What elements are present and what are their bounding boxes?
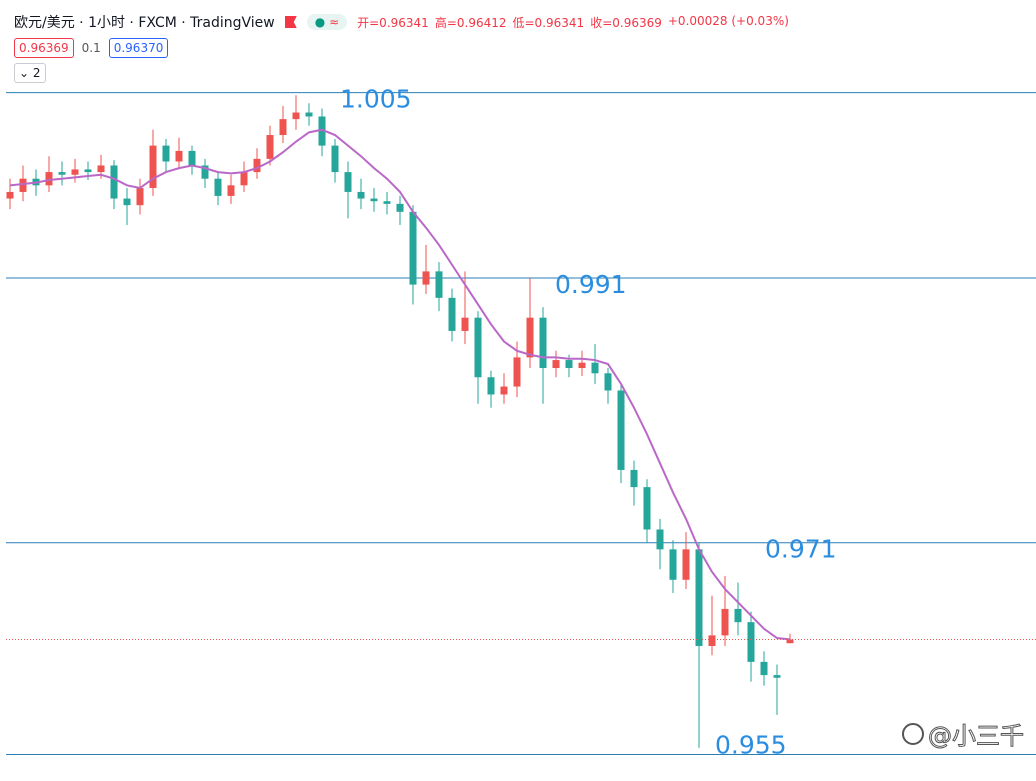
- watermark-text: @小三千: [928, 722, 1025, 751]
- candle-body: [214, 178, 222, 196]
- candle-body: [552, 360, 560, 368]
- candle-body: [383, 201, 391, 204]
- candle-body: [487, 377, 495, 395]
- spread: 0.1: [81, 41, 101, 55]
- candle-body: [71, 169, 79, 175]
- candle-body: [188, 150, 196, 166]
- candle-body: [240, 172, 248, 186]
- candle-body: [643, 487, 651, 530]
- candle-body: [721, 608, 729, 636]
- candle-body: [97, 165, 105, 173]
- candle-body: [786, 639, 794, 644]
- candle-body: [578, 362, 586, 368]
- candle-body: [175, 150, 183, 162]
- candle-body: [604, 373, 612, 391]
- candle-body: [292, 112, 300, 120]
- level-label: 1.005: [340, 85, 412, 114]
- candle-body: [396, 203, 404, 212]
- candle-body: [305, 112, 313, 117]
- candle-body: [591, 362, 599, 374]
- legend-row: 欧元/美元 · 1小时 · FXCM · TradingView ● ≈ 开=0…: [14, 12, 789, 32]
- indicator-pill[interactable]: ● ≈: [306, 14, 348, 30]
- candle-body: [669, 549, 677, 580]
- buy-button[interactable]: 0.96370: [108, 38, 169, 58]
- trade-row: 0.96369 0.1 0.96370: [14, 38, 169, 58]
- candle-body: [513, 357, 521, 387]
- candle-body: [318, 116, 326, 146]
- ohlc: 开=0.96341 高=0.96412 低=0.96341 收=0.96369 …: [357, 14, 789, 31]
- candle-body: [357, 191, 365, 199]
- sell-button[interactable]: 0.96369: [14, 38, 74, 58]
- candle-body: [84, 169, 92, 173]
- candle-body: [500, 386, 508, 395]
- candle-body: [760, 661, 768, 676]
- candle-body: [409, 211, 417, 285]
- candle-body: [565, 360, 573, 368]
- collapsed-count: 2: [32, 66, 41, 80]
- candle-body: [747, 622, 755, 662]
- level-label: 0.971: [765, 535, 837, 564]
- candle-body: [474, 317, 482, 378]
- candle-body: [110, 165, 118, 199]
- candle-body: [656, 529, 664, 550]
- candle-body: [19, 178, 27, 192]
- ohlc-item: 收=0.96369: [590, 15, 662, 30]
- collapse-button[interactable]: ⌄ 2: [14, 63, 46, 83]
- candle-body: [526, 317, 534, 358]
- level-label: 0.955: [715, 731, 787, 760]
- candle-body: [45, 172, 53, 186]
- candle-body: [435, 271, 443, 298]
- candle-body: [539, 317, 547, 368]
- candle-body: [630, 469, 638, 488]
- candle-body: [227, 185, 235, 196]
- symbol-title: 欧元/美元 · 1小时 · FXCM · TradingView: [14, 15, 275, 31]
- candle-body: [162, 145, 170, 162]
- ohlc-item: 高=0.96412: [434, 15, 507, 30]
- candle-body: [461, 317, 469, 331]
- moving-average: [9, 128, 791, 641]
- candle-body: [682, 549, 690, 580]
- candle-body: [773, 675, 781, 678]
- watermark-logo: [902, 722, 924, 745]
- candle-body: [734, 608, 742, 623]
- collapse-row: ⌄ 2: [14, 63, 46, 83]
- candle-body: [266, 135, 274, 159]
- ohlc-item: 开=0.96341: [357, 15, 429, 30]
- candle-body: [331, 145, 339, 173]
- candle-body: [448, 297, 456, 331]
- candle-body: [617, 390, 625, 470]
- candle-body: [279, 119, 287, 136]
- indicator: ≈: [329, 15, 340, 29]
- candle-body: [344, 172, 352, 192]
- candle-body: [136, 187, 144, 206]
- candle-body: [708, 635, 716, 646]
- ohlc-item: +0.00028 (+0.03%): [667, 13, 789, 28]
- candle-body: [123, 198, 131, 206]
- level-label: 0.991: [555, 270, 627, 299]
- ohlc-item: 低=0.96341: [512, 15, 585, 30]
- candle-body: [422, 271, 430, 285]
- flag-icon[interactable]: [284, 16, 297, 28]
- candle-body: [149, 145, 157, 188]
- watermark: @小三千: [902, 716, 1025, 751]
- candle-body: [58, 172, 66, 175]
- candle-body: [201, 165, 209, 179]
- candle-body: [695, 549, 703, 646]
- candle-body: [6, 191, 14, 199]
- candle-body: [370, 198, 378, 202]
- candle-body: [253, 158, 261, 173]
